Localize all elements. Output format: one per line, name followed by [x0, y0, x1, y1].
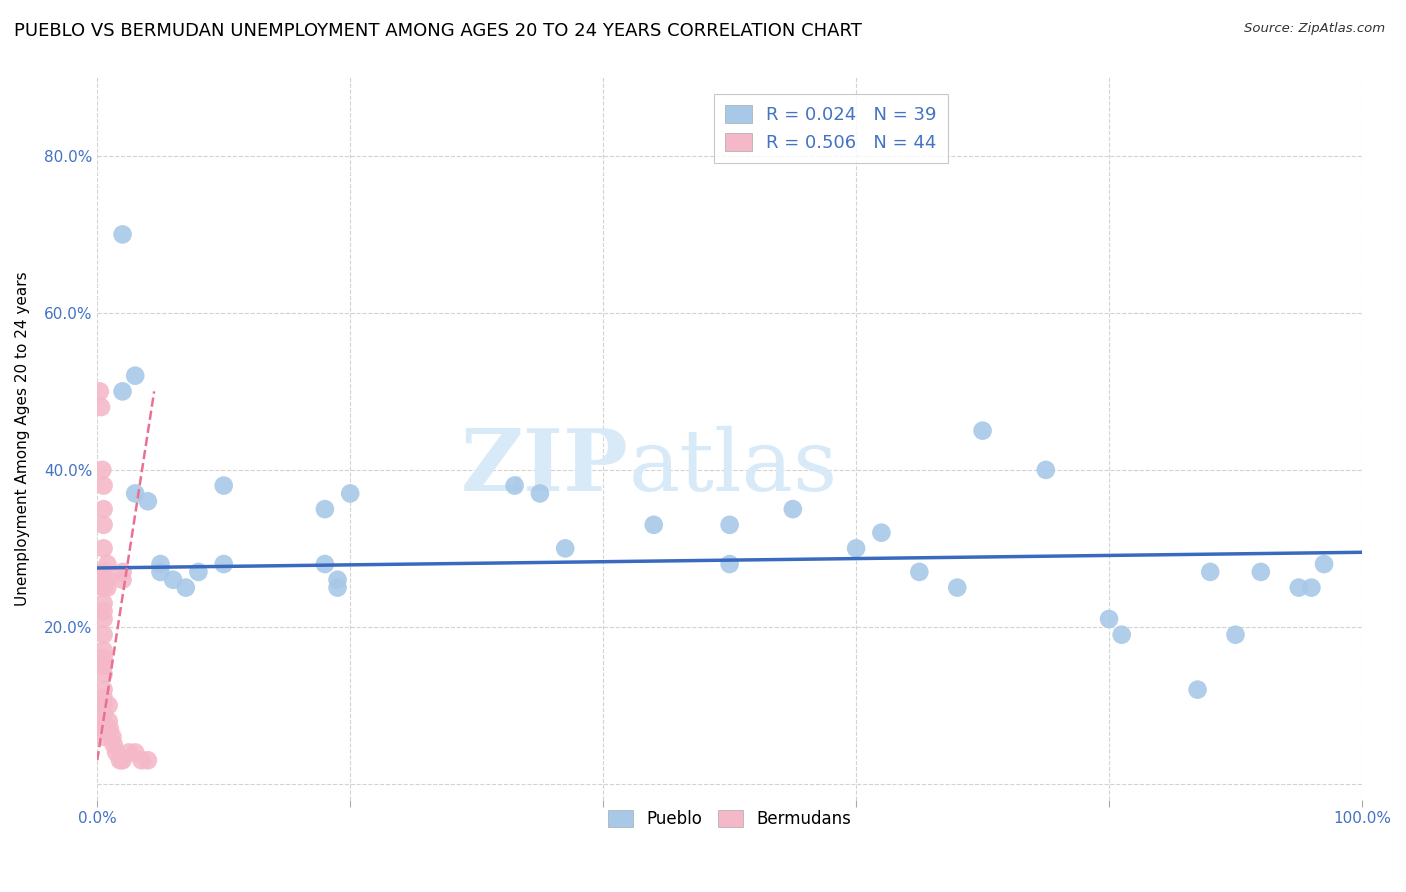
Point [554, 541, 576, 556]
Point [105, 746, 128, 760]
Point [718, 517, 741, 532]
Point [1199, 565, 1222, 579]
Point [845, 541, 868, 556]
Point [96, 573, 118, 587]
Text: PUEBLO VS BERMUDAN UNEMPLOYMENT AMONG AGES 20 TO 24 YEARS CORRELATION CHART: PUEBLO VS BERMUDAN UNEMPLOYMENT AMONG AG… [14, 22, 862, 40]
Point [782, 502, 804, 516]
Point [97, 698, 120, 713]
Point [93, 682, 115, 697]
Point [93, 604, 115, 618]
Point [1035, 463, 1057, 477]
Point [111, 227, 134, 242]
Point [1288, 581, 1310, 595]
Point [212, 478, 235, 492]
Point [529, 486, 551, 500]
Point [93, 698, 115, 713]
Point [93, 690, 115, 705]
Point [93, 722, 115, 736]
Point [111, 384, 134, 399]
Point [93, 651, 115, 665]
Point [93, 643, 115, 657]
Point [946, 581, 969, 595]
Point [131, 753, 153, 767]
Point [1313, 557, 1336, 571]
Point [503, 478, 526, 492]
Text: Source: ZipAtlas.com: Source: ZipAtlas.com [1244, 22, 1385, 36]
Point [93, 565, 115, 579]
Point [162, 573, 184, 587]
Point [1187, 682, 1209, 697]
Point [111, 573, 134, 587]
Point [111, 565, 134, 579]
Point [108, 753, 131, 767]
Point [93, 706, 115, 721]
Point [93, 659, 115, 673]
Point [1111, 628, 1133, 642]
Point [149, 557, 172, 571]
Point [97, 714, 120, 728]
Point [124, 746, 146, 760]
Point [93, 581, 115, 595]
Point [93, 502, 115, 516]
Point [870, 525, 893, 540]
Point [93, 573, 115, 587]
Point [93, 628, 115, 642]
Point [93, 581, 115, 595]
Point [643, 517, 665, 532]
Point [1301, 581, 1323, 595]
Point [174, 581, 197, 595]
Point [1225, 628, 1247, 642]
Point [98, 722, 121, 736]
Text: atlas: atlas [628, 425, 838, 509]
Point [149, 565, 172, 579]
Point [89, 384, 111, 399]
Point [91, 463, 114, 477]
Point [118, 746, 141, 760]
Point [93, 541, 115, 556]
Y-axis label: Unemployment Among Ages 20 to 24 years: Unemployment Among Ages 20 to 24 years [15, 271, 30, 606]
Point [93, 667, 115, 681]
Point [93, 565, 115, 579]
Point [93, 596, 115, 610]
Point [93, 612, 115, 626]
Point [908, 565, 931, 579]
Point [93, 714, 115, 728]
Point [96, 557, 118, 571]
Point [326, 573, 349, 587]
Point [93, 478, 115, 492]
Point [339, 486, 361, 500]
Point [187, 565, 209, 579]
Point [103, 738, 125, 752]
Point [93, 517, 115, 532]
Point [1250, 565, 1272, 579]
Point [718, 557, 741, 571]
Point [90, 400, 112, 414]
Point [93, 730, 115, 744]
Text: ZIP: ZIP [461, 425, 628, 509]
Legend: Pueblo, Bermudans: Pueblo, Bermudans [600, 803, 858, 835]
Point [111, 753, 134, 767]
Point [326, 581, 349, 595]
Point [212, 557, 235, 571]
Point [124, 486, 146, 500]
Point [972, 424, 994, 438]
Point [136, 753, 159, 767]
Point [101, 730, 124, 744]
Point [314, 557, 336, 571]
Point [1098, 612, 1121, 626]
Point [124, 368, 146, 383]
Point [136, 494, 159, 508]
Point [96, 581, 118, 595]
Point [314, 502, 336, 516]
